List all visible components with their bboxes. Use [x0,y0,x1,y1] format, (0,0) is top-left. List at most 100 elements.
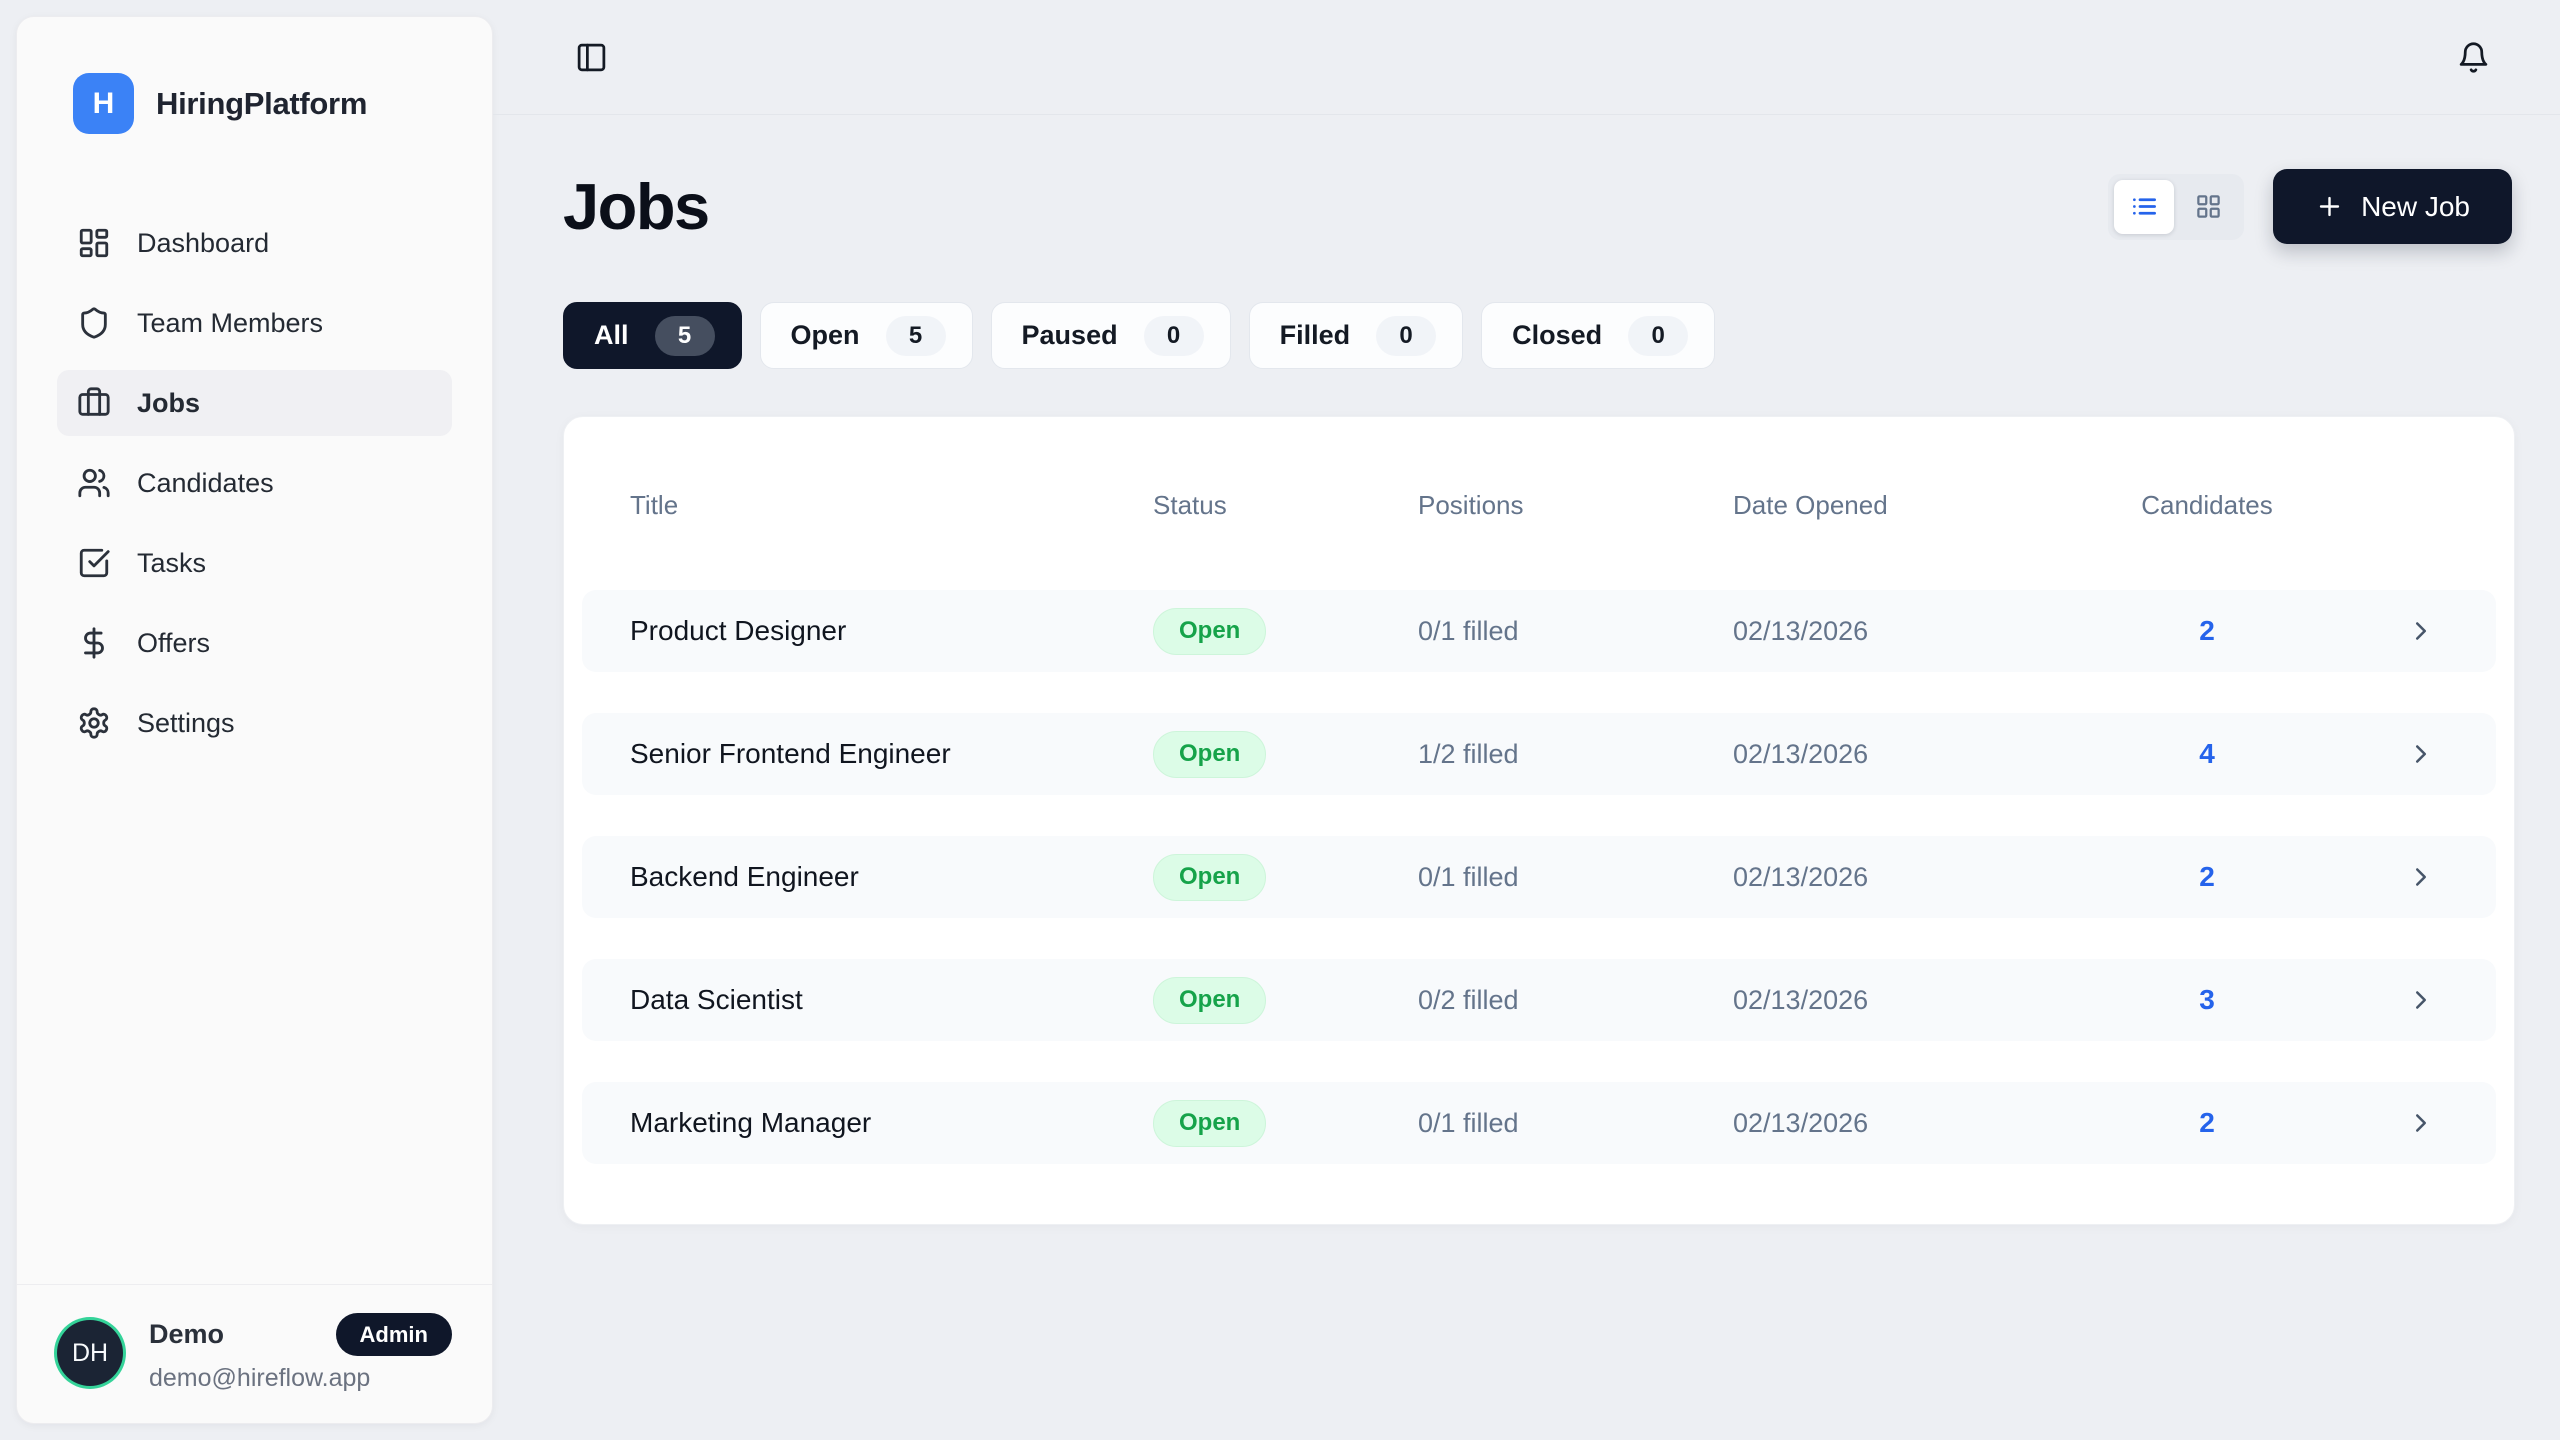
chevron-right-icon[interactable] [2282,616,2448,646]
positions-cell: 0/1 filled [1418,615,1519,646]
status-badge: Open [1153,853,1267,901]
job-title: Marketing Manager [630,1107,872,1138]
table-row[interactable]: Data Scientist Open 0/2 filled 02/13/202… [582,959,2496,1041]
sidebar: H HiringPlatform Dashboard Team Members … [16,16,493,1424]
table-row[interactable]: Marketing Manager Open 0/1 filled 02/13/… [582,1082,2496,1164]
shield-icon [77,306,111,340]
sidebar-item-settings[interactable]: Settings [57,690,452,756]
users-icon [77,466,111,500]
candidates-count[interactable]: 2 [2199,615,2215,646]
positions-cell: 0/1 filled [1418,1107,1519,1138]
panel-left-icon [575,41,608,74]
chevron-right-icon[interactable] [2282,985,2448,1015]
date-opened-cell: 02/13/2026 [1733,615,1869,646]
list-view-icon [2131,193,2158,220]
positions-cell: 1/2 filled [1418,738,1519,769]
page-title: Jobs [563,170,710,243]
sidebar-nav: Dashboard Team Members Jobs Candidates T… [17,210,492,756]
topbar [493,0,2560,115]
job-title: Data Scientist [630,984,803,1015]
table-row[interactable]: Product Designer Open 0/1 filled 02/13/2… [582,590,2496,672]
user-name: Demo [149,1319,225,1349]
tab-count-badge: 0 [1628,315,1689,356]
sidebar-item-jobs[interactable]: Jobs [57,370,452,436]
main-area: Jobs [493,0,2560,1440]
bell-icon [2457,41,2490,74]
user-email: demo@hireflow.app [149,1364,371,1392]
status-badge: Open [1153,1099,1267,1147]
table-row[interactable]: Senior Frontend Engineer Open 1/2 filled… [582,713,2496,795]
chevron-right-icon[interactable] [2282,1108,2448,1138]
grid-view-button[interactable] [2178,180,2238,234]
new-job-button[interactable]: New Job [2273,169,2512,244]
status-filter-tabs: All 5 Open 5 Paused 0 Filled 0 Closed 0 [563,302,2512,369]
filter-tab-closed[interactable]: Closed 0 [1481,302,1716,369]
sidebar-item-candidates[interactable]: Candidates [57,450,452,516]
sidebar-item-team-members[interactable]: Team Members [57,290,452,356]
sidebar-item-label: Jobs [137,387,201,418]
dashboard-icon [77,226,111,260]
chevron-right-icon[interactable] [2282,739,2448,769]
app-logo: H HiringPlatform [17,17,492,134]
column-candidates: Candidates [2141,489,2273,520]
briefcase-icon [77,386,111,420]
list-view-button[interactable] [2114,179,2175,234]
candidates-count[interactable]: 4 [2199,738,2215,769]
table-row[interactable]: Backend Engineer Open 0/1 filled 02/13/2… [582,836,2496,918]
sidebar-item-label: Settings [137,707,235,738]
filter-tab-filled[interactable]: Filled 0 [1248,302,1464,369]
sidebar-item-label: Candidates [137,467,274,498]
avatar[interactable]: DH [57,1320,123,1386]
gear-icon [77,706,111,740]
sidebar-item-label: Offers [137,627,211,658]
job-title: Product Designer [630,615,847,646]
date-opened-cell: 02/13/2026 [1733,738,1869,769]
column-title: Title [630,489,679,520]
positions-cell: 0/1 filled [1418,861,1519,892]
tab-count-badge: 0 [1376,315,1437,356]
grid-view-icon [2195,193,2222,220]
date-opened-cell: 02/13/2026 [1733,1107,1869,1138]
status-badge: Open [1153,730,1267,778]
app-title: HiringPlatform [156,85,368,121]
new-job-label: New Job [2361,190,2470,222]
candidates-count[interactable]: 2 [2199,1107,2215,1138]
candidates-count[interactable]: 3 [2199,984,2215,1015]
task-check-icon [77,546,111,580]
column-date-opened: Date Opened [1733,489,1888,520]
table-header: Title Status Positions Date Opened Candi… [582,475,2496,535]
status-badge: Open [1153,607,1267,655]
view-toggle [2108,173,2245,240]
job-title: Backend Engineer [630,861,859,892]
dollar-icon [77,626,111,660]
user-profile[interactable]: DH Demo Admin demo@hireflow.app [17,1284,492,1423]
notifications-button[interactable] [2457,41,2490,74]
status-badge: Open [1153,976,1267,1024]
sidebar-toggle-button[interactable] [575,41,608,74]
chevron-right-icon[interactable] [2282,862,2448,892]
column-positions: Positions [1418,489,1524,520]
sidebar-item-label: Team Members [137,307,324,338]
filter-tab-all[interactable]: All 5 [563,302,742,369]
role-badge: Admin [335,1313,452,1356]
tab-count-badge: 5 [654,315,715,356]
filter-tab-paused[interactable]: Paused 0 [990,302,1231,369]
plus-icon [2315,192,2344,221]
sidebar-item-dashboard[interactable]: Dashboard [57,210,452,276]
sidebar-item-offers[interactable]: Offers [57,610,452,676]
jobs-table: Title Status Positions Date Opened Candi… [563,416,2515,1225]
column-status: Status [1153,489,1227,520]
filter-tab-open[interactable]: Open 5 [759,302,973,369]
date-opened-cell: 02/13/2026 [1733,984,1869,1015]
sidebar-item-tasks[interactable]: Tasks [57,530,452,596]
app-logo-icon: H [73,73,134,134]
jobs-page: Jobs [493,115,2560,1225]
positions-cell: 0/2 filled [1418,984,1519,1015]
date-opened-cell: 02/13/2026 [1733,861,1869,892]
tab-count-badge: 0 [1143,315,1204,356]
job-title: Senior Frontend Engineer [630,738,951,769]
sidebar-item-label: Tasks [137,547,207,578]
candidates-count[interactable]: 2 [2199,861,2215,892]
tab-count-badge: 5 [885,315,946,356]
sidebar-item-label: Dashboard [137,227,270,258]
